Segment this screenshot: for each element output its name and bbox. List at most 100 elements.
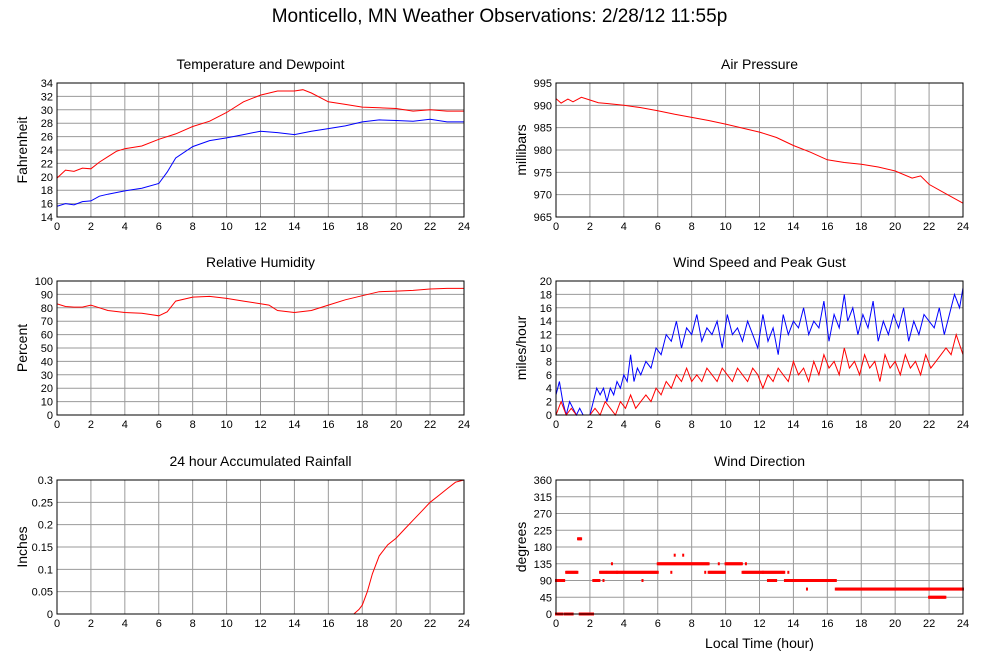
x-tick-label: 18 (356, 618, 368, 630)
direction-point (624, 570, 627, 574)
direction-point (773, 570, 776, 574)
direction-point (707, 570, 710, 574)
direction-point (866, 587, 869, 591)
direction-point (623, 570, 626, 574)
direction-point (665, 562, 668, 566)
direction-point (829, 579, 832, 582)
direction-point (632, 570, 635, 574)
direction-point (561, 579, 564, 582)
direction-point (769, 579, 772, 582)
direction-point (882, 587, 885, 591)
direction-point (896, 587, 899, 591)
direction-point (697, 562, 700, 566)
y-tick-label: 50 (41, 343, 53, 355)
direction-point (810, 579, 813, 582)
direction-point (597, 579, 600, 582)
x-tick-label: 8 (190, 618, 196, 630)
x-tick-label: 0 (54, 419, 60, 431)
series-line-0 (57, 89, 464, 179)
direction-point (674, 562, 677, 566)
direction-point (683, 562, 686, 566)
direction-point (848, 587, 851, 591)
x-tick-label: 18 (356, 221, 368, 233)
direction-point (923, 587, 926, 591)
x-tick-label: 4 (621, 419, 627, 431)
direction-point (862, 587, 865, 591)
y-tick-label: 180 (534, 542, 552, 554)
direction-point (634, 570, 637, 574)
x-tick-label: 16 (821, 618, 833, 630)
direction-point (695, 562, 698, 566)
direction-point (725, 562, 728, 566)
y-tick-label: 14 (41, 212, 53, 224)
direction-point (855, 587, 858, 591)
x-tick-label: 10 (719, 618, 731, 630)
direction-point (820, 579, 823, 582)
y-tick-label: 225 (534, 525, 552, 537)
direction-point (599, 570, 602, 574)
direction-point (925, 587, 928, 591)
direction-point (914, 587, 917, 591)
y-tick-label: 22 (41, 158, 53, 170)
direction-point (876, 587, 879, 591)
direction-point (852, 587, 855, 591)
direction-point (656, 562, 659, 566)
direction-point (714, 570, 717, 574)
direction-point (669, 562, 672, 566)
direction-point (690, 562, 693, 566)
y-tick-label: 0.05 (32, 587, 53, 599)
y-tick-label: 135 (534, 559, 552, 571)
direction-point (719, 570, 722, 574)
direction-point (627, 570, 630, 574)
direction-point (779, 570, 782, 574)
direction-point (826, 579, 829, 582)
y-tick-label: 0 (47, 410, 53, 422)
direction-point (733, 562, 736, 566)
direction-point (721, 570, 724, 574)
direction-point (895, 587, 898, 591)
direction-point (660, 562, 663, 566)
y-tick-label: 270 (534, 509, 552, 521)
x-tick-label: 14 (288, 419, 300, 431)
direction-point (825, 579, 828, 582)
direction-point (633, 570, 636, 574)
direction-point (781, 570, 784, 574)
direction-point (609, 570, 612, 574)
plot-frame (56, 479, 465, 615)
direction-point (939, 595, 942, 599)
y-tick-label: 14 (540, 316, 552, 328)
direction-point (754, 570, 757, 574)
direction-point (919, 587, 922, 591)
chart-title: Temperature and Dewpoint (176, 56, 344, 72)
x-tick-label: 12 (254, 221, 266, 233)
direction-point (857, 587, 860, 591)
direction-point (800, 579, 803, 582)
direction-point (739, 562, 742, 566)
direction-point (863, 587, 866, 591)
direction-point (930, 595, 933, 599)
series-line-0 (556, 287, 963, 416)
direction-point (653, 570, 656, 574)
direction-point (818, 579, 821, 582)
direction-point (958, 587, 961, 591)
direction-point (934, 595, 937, 599)
direction-point (638, 570, 641, 574)
direction-point (667, 562, 670, 566)
y-tick-label: 0.25 (32, 497, 53, 509)
direction-point (652, 570, 655, 574)
direction-point (821, 579, 824, 582)
direction-point (904, 587, 907, 591)
direction-point (774, 570, 777, 574)
direction-point (670, 562, 673, 566)
y-axis-label: Fahrenheit (14, 116, 30, 183)
direction-point (566, 570, 569, 574)
direction-point (811, 579, 814, 582)
chart-relative-humidity: 0 2 4 6 8 10 12 14 16 18 20 22 240102030405060708090… (14, 254, 470, 431)
direction-point (846, 587, 849, 591)
y-tick-label: 2 (546, 397, 552, 409)
direction-point (832, 579, 835, 582)
direction-point (676, 562, 679, 566)
y-tick-label: 30 (41, 370, 53, 382)
direction-point (573, 570, 576, 574)
direction-point (831, 579, 834, 582)
